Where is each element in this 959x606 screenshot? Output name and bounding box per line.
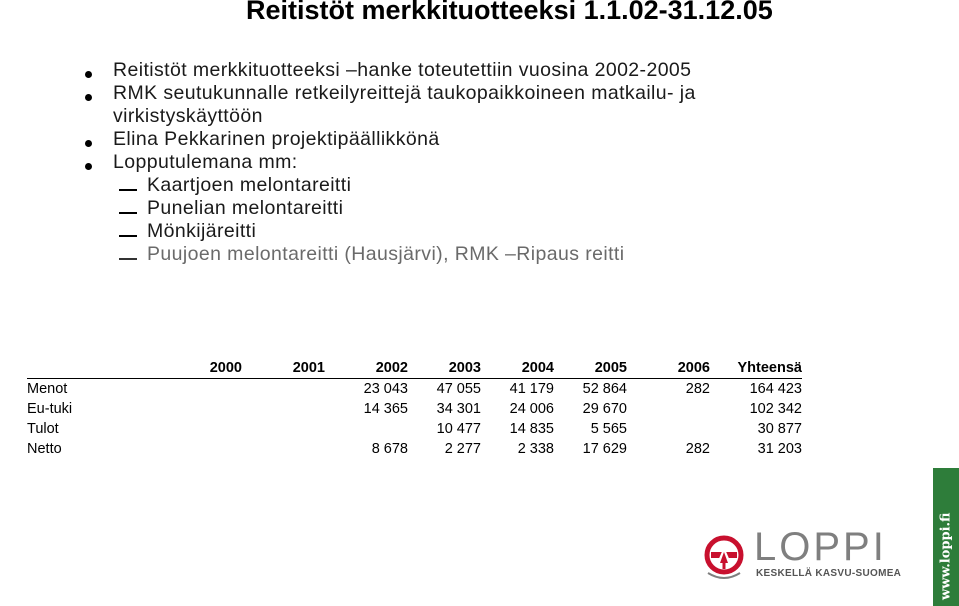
- table-cell: 34 301: [436, 401, 481, 417]
- table-cell: [242, 439, 325, 459]
- slide-title: Reitistöt merkkituotteeksi 1.1.02-31.12.…: [246, 0, 773, 25]
- bullet-item: Elina Pekkarinen projektipäällikkönä: [84, 128, 844, 151]
- bullet-item: Lopputulemana mm:: [84, 151, 844, 174]
- column-header: 2001: [292, 360, 325, 376]
- column-header: 2006: [677, 360, 710, 376]
- row-label: Netto: [27, 441, 62, 457]
- sub-bullet-item: Mönkijäreitti: [84, 220, 844, 243]
- row-label: Eu-tuki: [27, 401, 73, 417]
- table-cell: [120, 419, 242, 439]
- table-cell: 2 277: [444, 441, 481, 457]
- sub-bullet-item: Puujoen melontareitti (Hausjärvi), RMK –…: [84, 243, 844, 266]
- table-cell: 29 670: [582, 401, 627, 417]
- table-cell: 282: [685, 381, 710, 397]
- table-cell: [120, 439, 242, 459]
- column-header: 2005: [594, 360, 627, 376]
- loppi-wordmark: LOPPI: [754, 525, 887, 569]
- table-cell: 30 877: [757, 421, 802, 437]
- table-cell: [627, 399, 710, 419]
- table-cell: 41 179: [509, 381, 554, 397]
- column-header: 2003: [448, 360, 481, 376]
- table-cell: [120, 379, 242, 400]
- table-cell: 52 864: [582, 381, 627, 397]
- column-header: 2002: [375, 360, 408, 376]
- table-row: Tulot 10 477 14 835 5 565 30 877: [27, 419, 802, 439]
- table-cell: 164 423: [749, 381, 802, 397]
- column-header: 2000: [209, 360, 242, 376]
- bullet-item: Reitistöt merkkituotteeksi –hanke toteut…: [84, 59, 844, 82]
- table-cell: 10 477: [436, 421, 481, 437]
- table-row: Eu-tuki 14 365 34 301 24 006 29 670 102 …: [27, 399, 802, 419]
- table-cell: [242, 379, 325, 400]
- loppi-logo: LOPPI KESKELLÄ KASVU-SUOMEA: [702, 525, 901, 593]
- table-cell: 102 342: [749, 401, 802, 417]
- row-label: Tulot: [27, 421, 59, 437]
- table-header-row: 2000 2001 2002 2003 2004 2005 2006 Yhtee…: [27, 358, 802, 379]
- table-cell: [325, 419, 408, 439]
- table-cell: 31 203: [757, 441, 802, 457]
- table-cell: 282: [685, 441, 710, 457]
- loppi-crest-icon: [704, 535, 744, 579]
- sub-bullet-item: Kaartjoen melontareitti: [84, 174, 844, 197]
- table-cell: [242, 399, 325, 419]
- table-row: Netto 8 678 2 277 2 338 17 629 282 31 20…: [27, 439, 802, 459]
- side-url-band: www.loppi.fi: [933, 468, 959, 606]
- loppi-slogan: KESKELLÄ KASVU-SUOMEA: [756, 568, 902, 579]
- table-cell: 14 365: [363, 401, 408, 417]
- table-cell: 5 565: [590, 421, 627, 437]
- bullet-list: Reitistöt merkkituotteeksi –hanke toteut…: [84, 59, 844, 266]
- column-header: 2004: [521, 360, 554, 376]
- table-cell: [120, 399, 242, 419]
- budget-table: 2000 2001 2002 2003 2004 2005 2006 Yhtee…: [27, 358, 802, 459]
- table-cell: 2 338: [517, 441, 554, 457]
- table-cell: 23 043: [363, 381, 408, 397]
- table-cell: 8 678: [371, 441, 408, 457]
- table-cell: 14 835: [509, 421, 554, 437]
- table-cell: [627, 419, 710, 439]
- column-header: [27, 358, 120, 379]
- table-row: Menot 23 043 47 055 41 179 52 864 282 16…: [27, 379, 802, 400]
- table-cell: [242, 419, 325, 439]
- table-cell: 47 055: [436, 381, 481, 397]
- table-cell: 24 006: [509, 401, 554, 417]
- table-cell: 17 629: [582, 441, 627, 457]
- row-label: Menot: [27, 381, 68, 397]
- column-header: Yhteensä: [737, 360, 802, 376]
- bullet-item: RMK seutukunnalle retkeilyreittejä tauko…: [84, 82, 844, 128]
- website-url[interactable]: www.loppi.fi: [938, 512, 954, 601]
- sub-bullet-item: Punelian melontareitti: [84, 197, 844, 220]
